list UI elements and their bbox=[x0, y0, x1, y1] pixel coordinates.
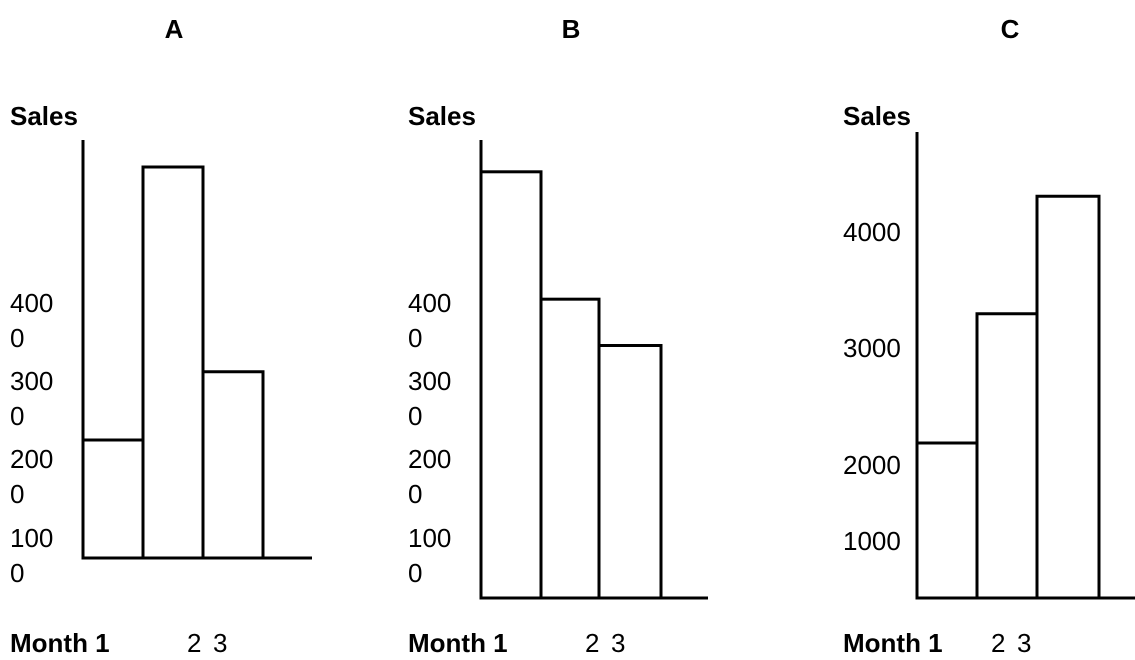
y-axis-label: Sales bbox=[10, 101, 78, 131]
bar-month-2 bbox=[975, 312, 1039, 600]
y-tick-label: 4000 bbox=[843, 217, 901, 247]
x-tick-label: 3 bbox=[213, 628, 227, 658]
y-axis-label: Sales bbox=[408, 101, 476, 131]
bar-month-3 bbox=[201, 370, 265, 560]
x-axis-label: Month 1 bbox=[10, 628, 110, 658]
bar-month-3 bbox=[597, 344, 663, 600]
y-tick-label: 3000 bbox=[843, 333, 901, 363]
y-axis-label: Sales bbox=[843, 101, 911, 131]
y-tick-label: 1000 bbox=[843, 526, 901, 556]
bar-month-1 bbox=[479, 170, 543, 600]
panel-title: B bbox=[562, 14, 581, 44]
bar-month-1 bbox=[915, 441, 979, 600]
y-tick-label: 2000 bbox=[843, 450, 901, 480]
panel-title: A bbox=[165, 14, 184, 44]
bar-month-1 bbox=[81, 438, 145, 560]
x-axis-label: Month 1 bbox=[843, 628, 943, 658]
x-tick-label: 2 bbox=[187, 628, 201, 658]
bar-month-2 bbox=[141, 165, 205, 560]
x-tick-label: 2 bbox=[991, 628, 1005, 658]
bar-month-2 bbox=[539, 297, 601, 600]
bar-month-3 bbox=[1035, 194, 1101, 600]
x-axis-label: Month 1 bbox=[408, 628, 508, 658]
x-tick-label: 3 bbox=[611, 628, 625, 658]
x-tick-label: 3 bbox=[1017, 628, 1031, 658]
panel-title: C bbox=[1001, 14, 1020, 44]
x-tick-label: 2 bbox=[585, 628, 599, 658]
